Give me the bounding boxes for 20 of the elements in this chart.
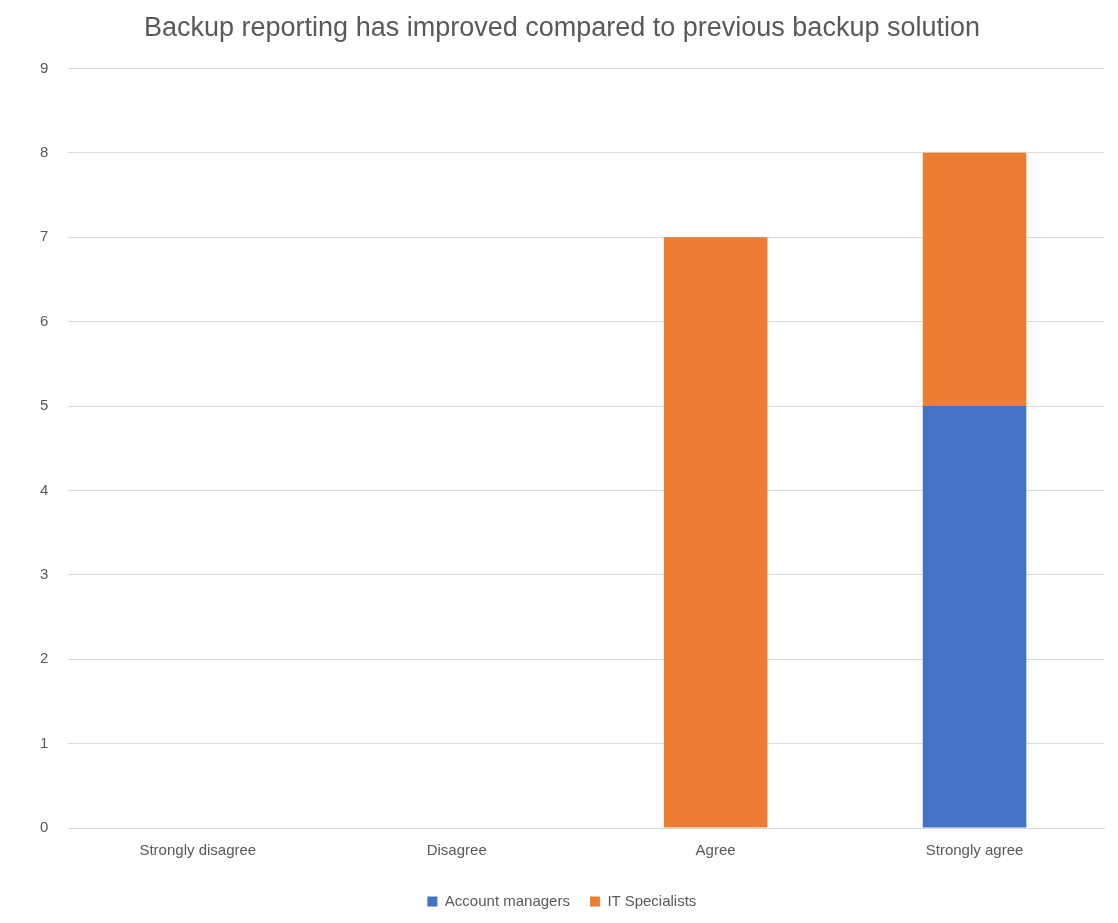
x-tick-label: Strongly disagree xyxy=(139,841,257,859)
y-tick-label: 5 xyxy=(40,396,49,414)
y-tick-label: 1 xyxy=(40,733,49,751)
y-tick-label: 3 xyxy=(40,564,49,582)
x-tick-label: Disagree xyxy=(426,841,487,859)
y-tick-label: 6 xyxy=(40,311,49,329)
chart-title: Backup reporting has improved compared to previous backup solution xyxy=(144,11,980,42)
y-tick-label: 7 xyxy=(40,227,49,245)
x-tick-label: Strongly agree xyxy=(925,841,1024,859)
y-tick-label: 0 xyxy=(40,818,49,836)
y-tick-label: 9 xyxy=(40,58,49,76)
y-tick-label: 4 xyxy=(40,480,49,498)
bar xyxy=(663,237,768,828)
y-tick-label: 2 xyxy=(40,649,49,667)
x-tick-label: Agree xyxy=(695,841,736,859)
legend-label: Account managers xyxy=(444,891,570,909)
bar xyxy=(922,152,1027,406)
y-tick-label: 8 xyxy=(40,142,49,160)
legend-label: IT Specialists xyxy=(607,891,697,909)
bar xyxy=(922,406,1027,828)
